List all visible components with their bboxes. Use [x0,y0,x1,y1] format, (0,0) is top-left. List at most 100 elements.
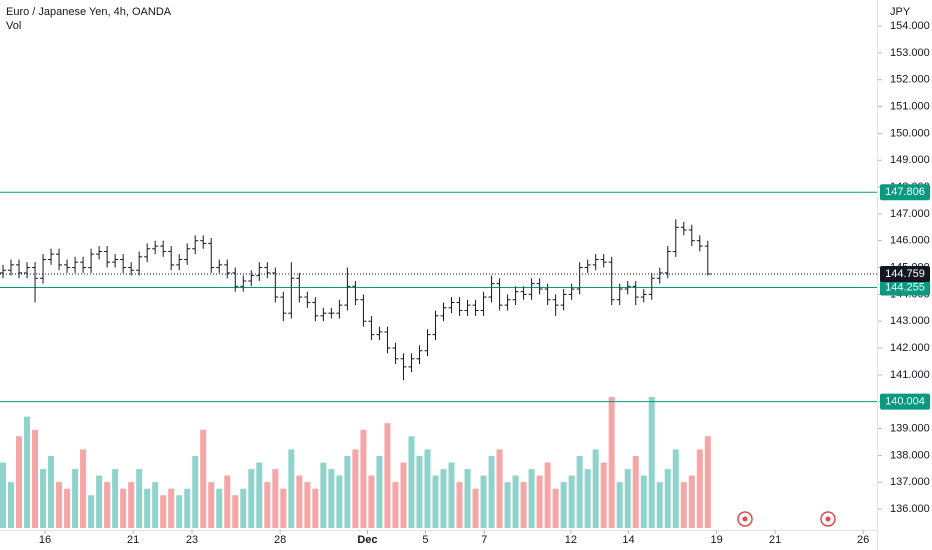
volume-bar [536,475,543,528]
volume-bar [568,475,575,528]
volume-bar [680,482,687,528]
volume-bar [160,495,167,528]
volume-bar [416,455,423,528]
volume-bar [432,475,439,528]
volume-bar [376,455,383,528]
volume-bar [232,495,239,528]
volume-bar [224,475,231,528]
volume-bar [96,475,103,528]
volume-bar [480,475,487,528]
volume-bar [240,488,247,528]
volume-bar [400,462,407,528]
y-tick-label: 137.000 [890,476,930,488]
volume-bar [656,482,663,528]
volume-bar [648,397,655,528]
volume-bar [576,455,583,528]
volume-bar [56,482,63,528]
volume-bar [472,488,479,528]
volume-bar [632,455,639,528]
y-tick-label: 146.000 [890,235,930,247]
y-tick-label: 141.000 [890,369,930,381]
volume-bar [0,462,7,528]
volume-bar [696,449,703,528]
volume-bar [8,482,15,528]
volume-bar [640,475,647,528]
volume-bar [264,482,271,528]
volume-bar [312,488,319,528]
x-tick-label: 7 [481,534,487,546]
volume-bar [256,462,263,528]
volume-bar [672,449,679,528]
currency-label: JPY [890,6,911,18]
volume-bar [688,475,695,528]
chart-title: Euro / Japanese Yen, 4h, OANDA [6,6,172,18]
volume-bar [192,455,199,528]
x-tick-label: 21 [769,534,781,546]
volume-bar [112,469,119,528]
y-tick-label: 151.000 [890,100,930,112]
volume-bar [304,482,311,528]
level-label-bg [880,393,930,410]
volume-bar [296,475,303,528]
volume-bar [360,429,367,528]
event-dot[interactable] [825,516,831,522]
volume-bar [408,436,415,528]
level-layer [0,191,877,403]
volume-bar [456,482,463,528]
volume-bar [88,495,95,528]
volume-bar [616,482,623,528]
volume-bar [104,482,111,528]
event-icon[interactable] [737,511,753,527]
volume-bar [16,436,23,528]
level-label-bg [880,279,930,296]
y-tick-label: 149.000 [890,154,930,166]
volume-bar [128,482,135,528]
volume-bar [464,469,471,528]
volume-bar [280,488,287,528]
volume-bar [384,423,391,528]
volume-bar [248,469,255,528]
x-tick-label: 28 [274,534,286,546]
volume-bar [152,482,159,528]
volume-bar [544,462,551,528]
x-tick-label: 12 [565,534,577,546]
y-tick-label: 139.000 [890,422,930,434]
y-tick-label: 143.000 [890,315,930,327]
volume-bar [136,469,143,528]
volume-bar [488,455,495,528]
volume-bar [448,462,455,528]
volume-bar [184,488,191,528]
volume-bar [72,469,79,528]
volume-bar [624,469,631,528]
volume-bar [496,449,503,528]
x-tick-label: 23 [186,534,198,546]
volume-title: Vol [6,20,21,32]
y-tick-label: 142.000 [890,342,930,354]
volume-bar [272,469,279,528]
volume-bar [424,449,431,528]
volume-bar [40,469,47,528]
volume-bar [528,469,535,528]
level-label-bg [880,184,930,201]
event-dot[interactable] [742,516,748,522]
price-layer [0,219,711,381]
volume-bar [336,475,343,528]
volume-bar [592,449,599,528]
volume-bar [664,469,671,528]
last-price-label: 144.759 [885,268,925,280]
x-tick-label: 14 [622,534,634,546]
x-tick-label: 16 [39,534,51,546]
volume-bar [144,488,151,528]
y-tick-label: 147.000 [890,208,930,220]
y-tick-label: 152.000 [890,74,930,86]
y-tick-label: 150.000 [890,127,930,139]
volume-bar [392,482,399,528]
volume-bar [584,469,591,528]
volume-bar [608,397,615,528]
event-icon[interactable] [820,511,836,527]
y-tick-label: 153.000 [890,47,930,59]
level-label: 147.806 [885,186,925,198]
volume-bar [560,482,567,528]
